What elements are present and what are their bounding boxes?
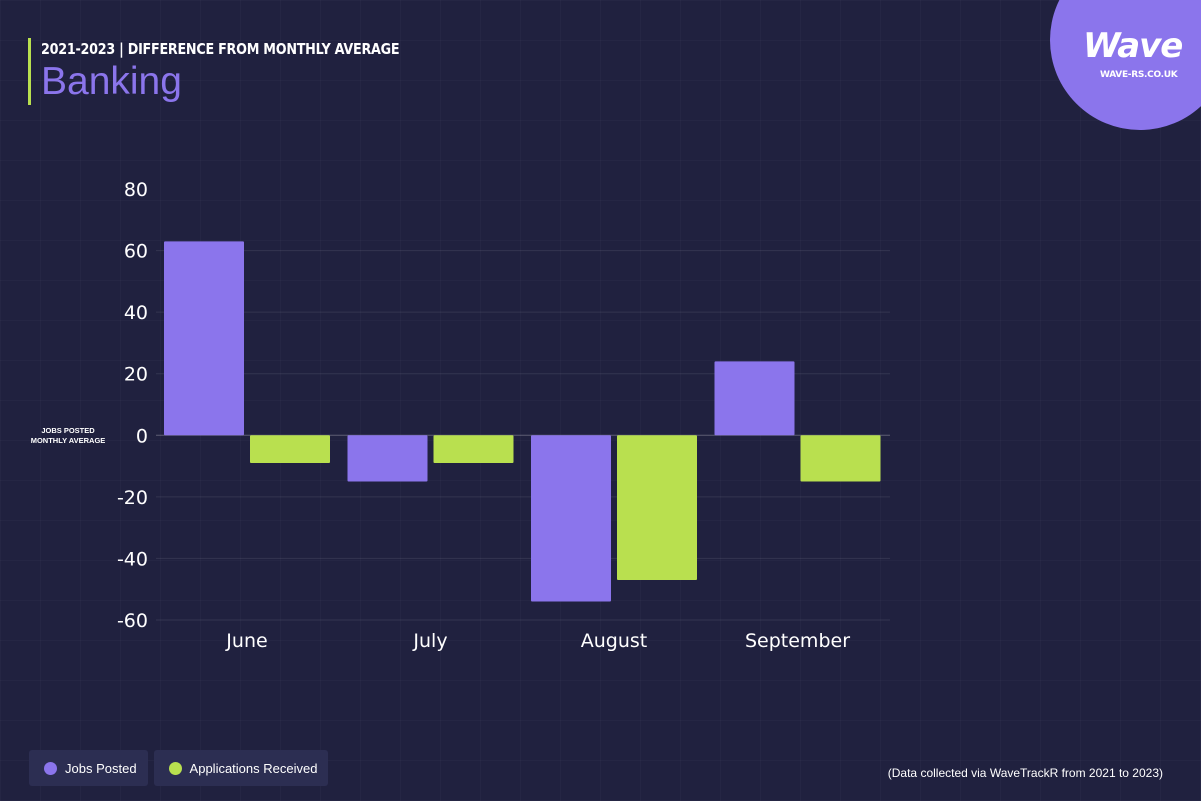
y-tick-label: -20 [117,487,148,509]
chart-subtitle: 2021-2023 | DIFFERENCE FROM MONTHLY AVER… [41,40,400,58]
legend-swatch-applications-icon [168,761,182,775]
legend-item-jobs-posted[interactable]: Jobs Posted [29,750,148,786]
bar-jobs-posted [164,241,244,436]
legend-swatch-jobs-icon [44,761,57,775]
bar-applications-received [250,435,330,463]
y-tick-label: 20 [124,364,148,386]
bar-applications-received [433,435,514,463]
chart-header: 2021-2023 | DIFFERENCE FROM MONTHLY AVER… [28,38,463,105]
bar-jobs-posted [714,361,795,436]
y-tick-label: 80 [124,179,148,201]
legend: Jobs Posted Applications Received [29,750,329,786]
logo-wordmark: Wave [1083,26,1183,66]
legend-label-jobs-posted: Jobs Posted [65,760,137,776]
y-tick-label: 40 [124,302,148,324]
y-tick-label: -60 [117,610,148,632]
legend-item-applications-received[interactable]: Applications Received [153,750,329,786]
data-source-footnote: (Data collected via WaveTrackR from 2021… [887,766,1163,780]
bar-applications-received [800,435,881,482]
y-tick-label: 60 [124,241,148,263]
bar-jobs-posted [531,435,611,602]
y-tick-label: 0 [136,425,148,447]
y-axis-label: MONTHLY AVERAGE [31,436,106,445]
x-tick-label: July [412,630,447,652]
y-axis-label: JOBS POSTED [41,426,95,435]
x-tick-label: August [581,630,648,652]
x-tick-label: June [225,630,267,652]
bar-applications-received [617,435,697,580]
logo-url: WAVE-RS.CO.UK [1100,70,1178,80]
legend-label-applications-received: Applications Received [189,760,318,776]
y-tick-label: -40 [117,548,148,570]
chart-title: Banking [41,60,182,103]
bar-jobs-posted [347,435,428,482]
x-tick-label: September [745,630,850,652]
